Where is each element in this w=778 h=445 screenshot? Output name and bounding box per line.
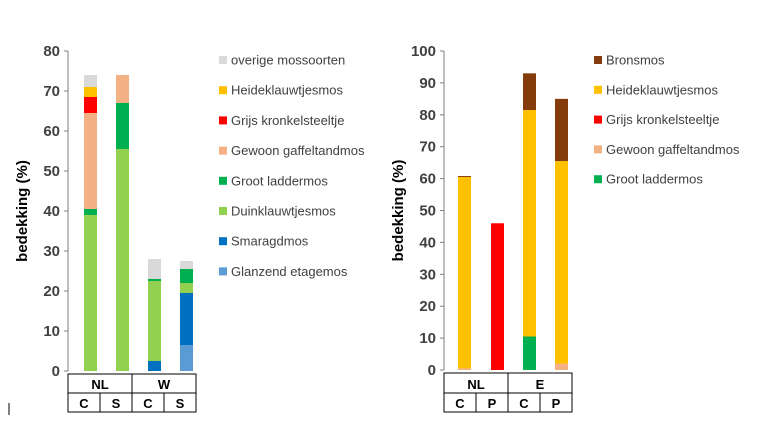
chart1-bar-segment [84, 215, 97, 371]
chart1-y-tick-label: 10 [43, 323, 60, 340]
chart1-y-axis-label: bedekking (%) [14, 160, 31, 262]
chart1-bar-segment [116, 103, 129, 149]
chart1-category-label: C [143, 396, 153, 411]
chart2-y-tick-label: 90 [419, 75, 436, 92]
chart1-bar-segment [148, 259, 161, 279]
chart2-legend-swatch [594, 56, 602, 64]
chart1-bar-segment [84, 113, 97, 209]
chart2-y-tick-label: 60 [419, 171, 436, 188]
chart1-legend-label: overige mossoorten [231, 53, 345, 68]
chart1-legend-swatch [219, 116, 227, 125]
chart1-bar-segment [180, 345, 193, 371]
chart1-y-tick-label: 20 [43, 283, 60, 300]
chart1-legend-label: Duinklauwtjesmos [231, 204, 336, 219]
chart2-y-tick-label: 20 [419, 298, 436, 315]
chart2-y-tick-label: 80 [419, 107, 436, 124]
chart1-bar-segment [180, 269, 193, 283]
chart2-bar-segment [491, 223, 504, 370]
chart2-bar-segment [458, 368, 471, 370]
chart2-y-tick-label: 70 [419, 139, 436, 156]
chart2-y-tick-label: 30 [419, 266, 436, 283]
chart2-legend-swatch [594, 85, 602, 94]
chart1-bar-segment [180, 261, 193, 269]
chart1-legend-label: Glanzend etagemos [231, 264, 348, 279]
chart1-y-tick-label: 60 [43, 123, 60, 140]
chart1-legend-swatch [219, 176, 227, 185]
chart1-bar-segment [148, 279, 161, 281]
chart2-bar-segment [458, 176, 471, 178]
chart2-legend-label: Gewoon gaffeltandmos [606, 142, 740, 157]
chart1-bar-segment [180, 293, 193, 345]
chart1-category-label: S [112, 396, 121, 411]
chart1-y-tick-label: 50 [43, 163, 60, 180]
chart2-bar-segment [555, 98, 568, 162]
chart2-y-tick-label: 0 [428, 362, 436, 379]
chart2-category-label: P [552, 396, 561, 411]
chart1-legend-swatch [219, 146, 227, 155]
chart1-legend-label: Groot laddermos [231, 173, 328, 188]
chart2-bar-segment [523, 336, 536, 370]
chart2-bar-segment [523, 110, 536, 337]
chart2-group-label: NL [467, 377, 484, 392]
chart1-legend-label: Smaragdmos [231, 234, 309, 249]
chart1-y-tick-label: 0 [52, 363, 60, 380]
chart1-y-tick-label: 40 [43, 203, 60, 220]
chart1-legend-swatch [219, 207, 227, 215]
chart2-legend-label: Heideklauwtjesmos [606, 82, 718, 97]
chart2-legend-label: Groot laddermos [606, 172, 703, 187]
chart2-category-label: P [488, 396, 497, 411]
chart1-bar-segment [84, 97, 97, 113]
chart2-bar-segment [458, 177, 471, 369]
chart2-group-label: E [536, 377, 545, 392]
chart1-y-tick-label: 80 [43, 43, 60, 60]
chart1-legend-swatch [219, 267, 227, 276]
chart1-legend-swatch [219, 56, 227, 64]
chart1-group-label: NL [91, 377, 108, 392]
chart2-bar-segment [555, 161, 568, 364]
chart2-category-label: C [455, 396, 465, 411]
chart2-bar-segment [555, 363, 568, 370]
chart2-category-label: C [519, 396, 529, 411]
chart1-y-tick-label: 70 [43, 83, 60, 100]
chart1-legend-swatch [219, 86, 227, 95]
chart1-y-tick-label: 30 [43, 243, 60, 260]
chart1-bar-segment [84, 87, 97, 97]
chart1-category-label: S [176, 396, 185, 411]
chart1-bar-segment [148, 361, 161, 371]
chart2-legend-swatch [594, 175, 602, 184]
chart1-bar-segment [148, 281, 161, 361]
chart2-y-tick-label: 10 [419, 330, 436, 347]
chart1-bar-segment [84, 209, 97, 215]
chart2-bar-segment [523, 73, 536, 111]
chart1-bar-segment [84, 75, 97, 87]
chart1-bar-segment [180, 283, 193, 293]
chart1-group-label: W [158, 377, 171, 392]
chart2-legend-swatch [594, 145, 602, 154]
chart2-y-tick-label: 100 [411, 43, 436, 60]
chart2-y-axis-label: bedekking (%) [390, 160, 407, 262]
chart1-bar-segment [116, 149, 129, 371]
chart2-y-tick-label: 40 [419, 234, 436, 251]
chart2-y-tick-label: 50 [419, 203, 436, 220]
chart1-bar-segment [116, 75, 129, 103]
chart1-legend-label: Gewoon gaffeltandmos [231, 143, 365, 158]
chart1-legend-label: Heideklauwtjesmos [231, 83, 343, 98]
chart2-legend-label: Bronsmos [606, 53, 665, 68]
chart1-legend-label: Grijs kronkelsteeltje [231, 113, 344, 128]
chart1-legend-swatch [219, 237, 227, 246]
chart1-category-label: C [79, 396, 89, 411]
chart2-legend-label: Grijs kronkelsteeltje [606, 112, 719, 127]
chart2-legend-swatch [594, 115, 602, 124]
